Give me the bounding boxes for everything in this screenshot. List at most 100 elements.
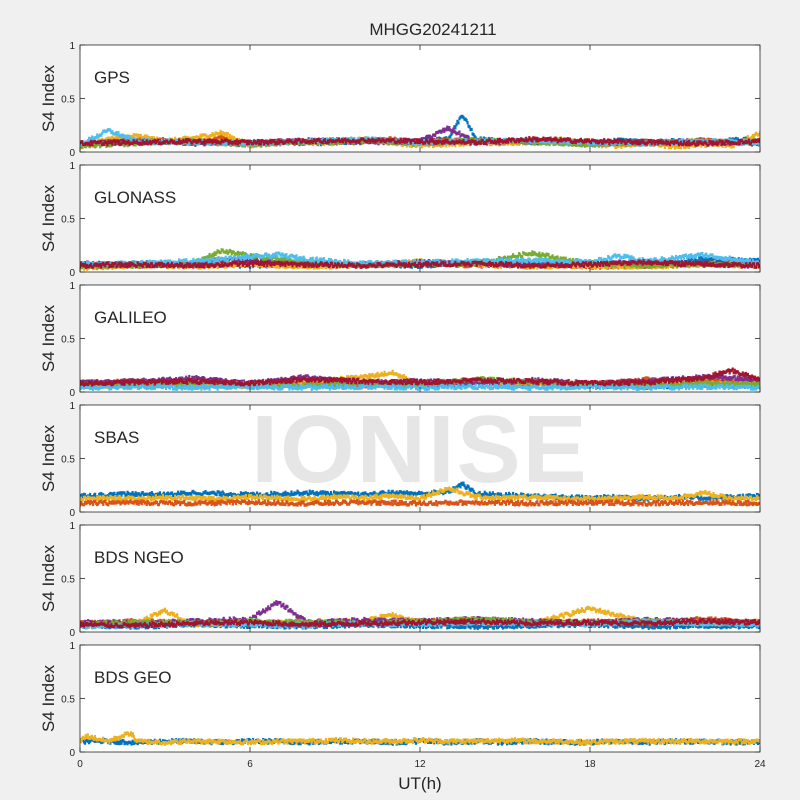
- data-point: [199, 133, 202, 137]
- y-tick-label: 0.5: [61, 95, 75, 106]
- data-point: [685, 143, 688, 147]
- data-point: [340, 138, 344, 142]
- data-point: [106, 143, 109, 147]
- data-point: [572, 140, 575, 144]
- data-point: [750, 135, 754, 139]
- data-point: [649, 139, 652, 143]
- data-point: [470, 137, 473, 141]
- data-point: [468, 125, 471, 129]
- data-point: [286, 142, 289, 146]
- data-point: [294, 139, 297, 143]
- data-point: [89, 143, 92, 147]
- data-point: [219, 141, 222, 145]
- data-point: [358, 140, 361, 144]
- data-point: [451, 130, 454, 134]
- data-point: [153, 138, 156, 142]
- data-point: [493, 139, 496, 143]
- data-point: [720, 142, 723, 147]
- data-point: [700, 140, 703, 144]
- data-point: [445, 128, 448, 132]
- data-point: [395, 141, 398, 145]
- data-point: [174, 136, 177, 140]
- data-point: [80, 140, 84, 144]
- data-point: [255, 140, 259, 145]
- data-point: [719, 139, 722, 143]
- data-point: [708, 139, 711, 144]
- data-point: [226, 132, 229, 136]
- data-point: [401, 139, 404, 144]
- data-point: [505, 138, 509, 142]
- data-point: [702, 142, 705, 146]
- data-point: [746, 140, 749, 144]
- data-point: [447, 127, 450, 132]
- data-point: [227, 141, 230, 145]
- data-point: [266, 140, 269, 144]
- data-point: [454, 144, 457, 148]
- data-point: [465, 118, 468, 122]
- data-point: [118, 139, 121, 143]
- data-point: [405, 140, 408, 144]
- data-point: [594, 143, 598, 147]
- data-point: [429, 142, 432, 147]
- data-point: [462, 138, 465, 143]
- data-point: [181, 141, 184, 145]
- data-point: [540, 142, 543, 146]
- data-point: [714, 138, 717, 142]
- data-point: [227, 136, 230, 140]
- data-point: [500, 138, 504, 143]
- data-point: [721, 144, 724, 148]
- y-axis-label: S4 Index: [39, 64, 58, 132]
- data-point: [673, 146, 677, 150]
- data-point: [434, 133, 437, 137]
- data-point: [211, 141, 214, 145]
- data-point: [408, 139, 411, 143]
- data-point: [681, 143, 685, 147]
- data-point: [111, 142, 114, 146]
- data-point: [747, 138, 750, 142]
- data-point: [325, 141, 329, 145]
- data-point: [167, 138, 171, 142]
- data-point: [139, 133, 142, 138]
- data-point: [607, 138, 610, 142]
- data-point: [109, 128, 112, 132]
- data-point: [700, 144, 703, 148]
- data-point: [270, 141, 273, 145]
- data-point: [513, 138, 516, 142]
- data-point: [562, 143, 565, 147]
- data-point: [466, 121, 469, 125]
- data-point: [428, 141, 431, 145]
- data-point: [679, 140, 683, 144]
- data-point: [86, 139, 90, 143]
- data-point: [580, 144, 584, 148]
- data-point: [549, 136, 552, 140]
- data-point: [668, 142, 672, 147]
- data-point: [495, 140, 499, 144]
- data-point: [123, 134, 126, 139]
- data-point: [441, 141, 444, 145]
- data-point: [298, 138, 301, 142]
- data-point: [443, 141, 446, 145]
- data-point: [331, 136, 335, 141]
- data-point: [506, 140, 510, 144]
- data-point: [603, 138, 606, 142]
- data-point: [362, 137, 365, 141]
- data-point: [108, 144, 111, 148]
- data-point: [223, 143, 226, 147]
- data-point: [443, 129, 446, 133]
- data-point: [143, 134, 146, 138]
- data-point: [123, 144, 126, 148]
- data-point: [117, 131, 120, 135]
- data-point: [641, 139, 644, 143]
- data-point: [663, 145, 666, 149]
- data-point: [145, 134, 148, 138]
- data-point: [351, 141, 354, 145]
- data-point: [630, 140, 633, 144]
- data-point: [147, 135, 150, 139]
- data-point: [625, 141, 628, 145]
- data-point: [187, 142, 190, 146]
- data-point: [408, 144, 411, 148]
- data-point: [145, 139, 148, 143]
- data-point: [717, 141, 720, 145]
- data-point: [490, 143, 493, 147]
- data-point: [371, 137, 374, 141]
